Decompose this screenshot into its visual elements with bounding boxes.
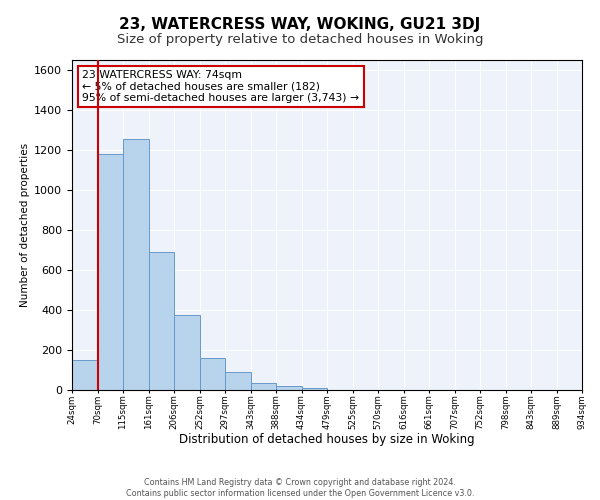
Bar [225, 372, 251, 390]
Bar [251, 383, 276, 390]
Bar [174, 315, 199, 390]
Y-axis label: Number of detached properties: Number of detached properties [20, 143, 30, 307]
Text: Contains HM Land Registry data © Crown copyright and database right 2024.
Contai: Contains HM Land Registry data © Crown c… [126, 478, 474, 498]
X-axis label: Distribution of detached houses by size in Woking: Distribution of detached houses by size … [179, 433, 475, 446]
Bar [302, 388, 327, 390]
Bar [123, 139, 149, 390]
Text: Size of property relative to detached houses in Woking: Size of property relative to detached ho… [117, 32, 483, 46]
Bar [97, 154, 123, 390]
Bar [276, 386, 302, 390]
Text: 23 WATERCRESS WAY: 74sqm
← 5% of detached houses are smaller (182)
95% of semi-d: 23 WATERCRESS WAY: 74sqm ← 5% of detache… [82, 70, 359, 103]
Bar [149, 252, 174, 390]
Bar [199, 358, 225, 390]
Text: 23, WATERCRESS WAY, WOKING, GU21 3DJ: 23, WATERCRESS WAY, WOKING, GU21 3DJ [119, 18, 481, 32]
Bar [72, 360, 97, 390]
